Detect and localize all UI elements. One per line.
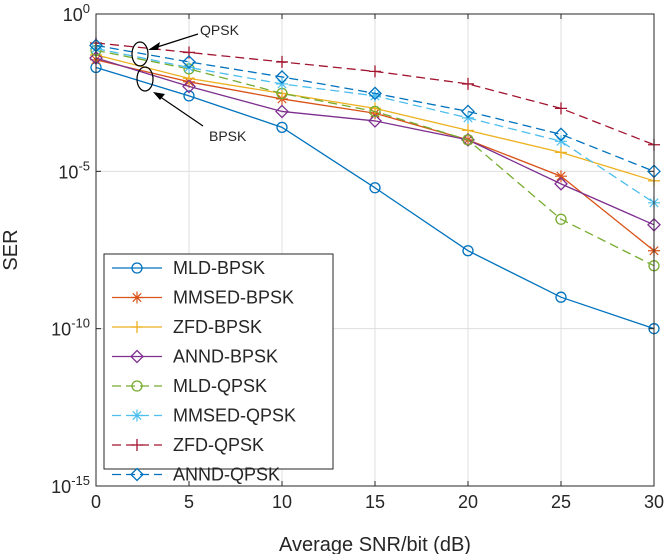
legend-swatch-marker bbox=[131, 380, 143, 392]
x-tick-label: 25 bbox=[551, 492, 571, 512]
legend-swatch-marker bbox=[131, 439, 143, 451]
data-point-mld-qpsk bbox=[369, 105, 381, 118]
legend-entry-mmsed-bpsk: MMSED-BPSK bbox=[112, 288, 294, 308]
qpsk-annotation-label: QPSK bbox=[200, 22, 240, 38]
data-point-zfd-qpsk bbox=[369, 65, 381, 78]
data-point-mld-bpsk bbox=[555, 291, 567, 303]
x-tick-label: 15 bbox=[365, 492, 385, 512]
x-tick-label: 30 bbox=[644, 492, 664, 512]
bpsk-arrow-line bbox=[155, 93, 204, 127]
legend-entry-mmsed-qpsk: MMSED-QPSK bbox=[112, 406, 296, 426]
x-axis-label: Average SNR/bit (dB) bbox=[279, 534, 471, 554]
x-tick-labels: 0 5 10 15 20 25 30 bbox=[91, 492, 664, 512]
data-point-mmsed-qpsk bbox=[369, 89, 381, 102]
legend-swatch-marker bbox=[131, 291, 143, 304]
x-tick-label: 10 bbox=[272, 492, 292, 512]
legend-label: ANND-BPSK bbox=[173, 347, 278, 367]
qpsk-ellipse bbox=[131, 41, 149, 67]
legend-entries: MLD-BPSK MMSED-BPSK ZFD-BPSK ANND-BPSK MLD-Q… bbox=[112, 258, 296, 485]
legend-label: MLD-QPSK bbox=[173, 376, 267, 396]
data-point-annd-bpsk bbox=[275, 104, 289, 119]
data-point-mld-qpsk bbox=[462, 134, 474, 146]
legend-label: MLD-BPSK bbox=[173, 258, 265, 278]
legend-label: MMSED-QPSK bbox=[173, 406, 296, 426]
data-point-zfd-qpsk bbox=[276, 55, 288, 68]
legend: MLD-BPSK MMSED-BPSK ZFD-BPSK ANND-BPSK MLD-Q… bbox=[103, 253, 334, 485]
bpsk-annotation-label: BPSK bbox=[209, 128, 247, 144]
bpsk-annotation: BPSK bbox=[136, 66, 247, 144]
legend-entry-annd-bpsk: ANND-BPSK bbox=[112, 347, 278, 367]
legend-swatch-marker bbox=[131, 409, 143, 422]
series-line-mld-bpsk bbox=[95, 66, 655, 330]
x-tick-label: 0 bbox=[91, 492, 101, 512]
legend-entry-annd-qpsk: ANND-QPSK bbox=[112, 465, 280, 485]
legend-swatch-marker bbox=[131, 321, 143, 333]
bpsk-ellipse bbox=[136, 66, 154, 92]
legend-swatch-marker bbox=[130, 467, 144, 482]
data-point-annd-qpsk bbox=[275, 70, 289, 84]
data-point-zfd-qpsk bbox=[555, 102, 567, 115]
data-point-mmsed-qpsk bbox=[276, 77, 288, 90]
axis-ticks bbox=[95, 13, 655, 487]
data-point-mld-bpsk bbox=[462, 245, 474, 257]
data-point-zfd-qpsk bbox=[462, 77, 474, 90]
y-tick-label: 10-5 bbox=[58, 158, 90, 182]
series-mld-bpsk bbox=[90, 61, 660, 335]
legend-label: ANND-QPSK bbox=[173, 465, 280, 485]
data-point-annd-qpsk bbox=[554, 127, 568, 142]
data-point-annd-bpsk bbox=[368, 114, 382, 128]
data-point-annd-bpsk bbox=[554, 176, 568, 191]
data-point-mld-bpsk bbox=[183, 90, 195, 102]
legend-label: ZFD-BPSK bbox=[173, 317, 262, 337]
legend-entry-mld-bpsk: MLD-BPSK bbox=[112, 258, 265, 278]
series-annd-bpsk bbox=[89, 51, 661, 232]
qpsk-annotation: QPSK bbox=[131, 22, 240, 67]
qpsk-arrow-head bbox=[148, 42, 160, 50]
legend-entry-mld-qpsk: MLD-QPSK bbox=[112, 376, 267, 396]
legend-swatch-marker bbox=[131, 262, 143, 274]
y-tick-label: 100 bbox=[63, 1, 90, 25]
data-point-annd-qpsk bbox=[368, 86, 382, 101]
legend-entry-zfd-bpsk: ZFD-BPSK bbox=[112, 317, 262, 337]
series-line-annd-qpsk bbox=[95, 44, 655, 172]
data-point-mmsed-bpsk bbox=[555, 170, 567, 183]
x-tick-label: 5 bbox=[184, 492, 194, 512]
legend-box bbox=[103, 253, 334, 470]
legend-label: MMSED-BPSK bbox=[173, 288, 294, 308]
y-tick-label: 10-10 bbox=[51, 316, 90, 340]
y-tick-labels: 100 10-5 10-10 10-15 bbox=[51, 1, 90, 497]
data-point-mld-qpsk bbox=[555, 213, 567, 225]
y-tick-label: 10-15 bbox=[51, 473, 90, 497]
data-point-mld-bpsk bbox=[369, 182, 381, 194]
data-point-annd-qpsk bbox=[461, 104, 475, 119]
y-axis-label: SER bbox=[0, 229, 22, 270]
data-point-mld-bpsk bbox=[276, 121, 288, 133]
data-point-mmsed-qpsk bbox=[555, 135, 567, 148]
series-line-mld-qpsk bbox=[95, 49, 655, 267]
data-point-zfd-bpsk bbox=[555, 146, 567, 159]
data-point-annd-bpsk bbox=[182, 79, 196, 94]
legend-entry-zfd-qpsk: ZFD-QPSK bbox=[112, 435, 264, 455]
data-point-annd-qpsk bbox=[182, 55, 196, 69]
series-line-annd-bpsk bbox=[95, 57, 655, 226]
bpsk-arrow-head bbox=[153, 92, 165, 100]
series-lines bbox=[89, 36, 661, 335]
legend-label: ZFD-QPSK bbox=[173, 435, 264, 455]
x-tick-label: 20 bbox=[458, 492, 478, 512]
legend-swatch-marker bbox=[130, 349, 144, 364]
